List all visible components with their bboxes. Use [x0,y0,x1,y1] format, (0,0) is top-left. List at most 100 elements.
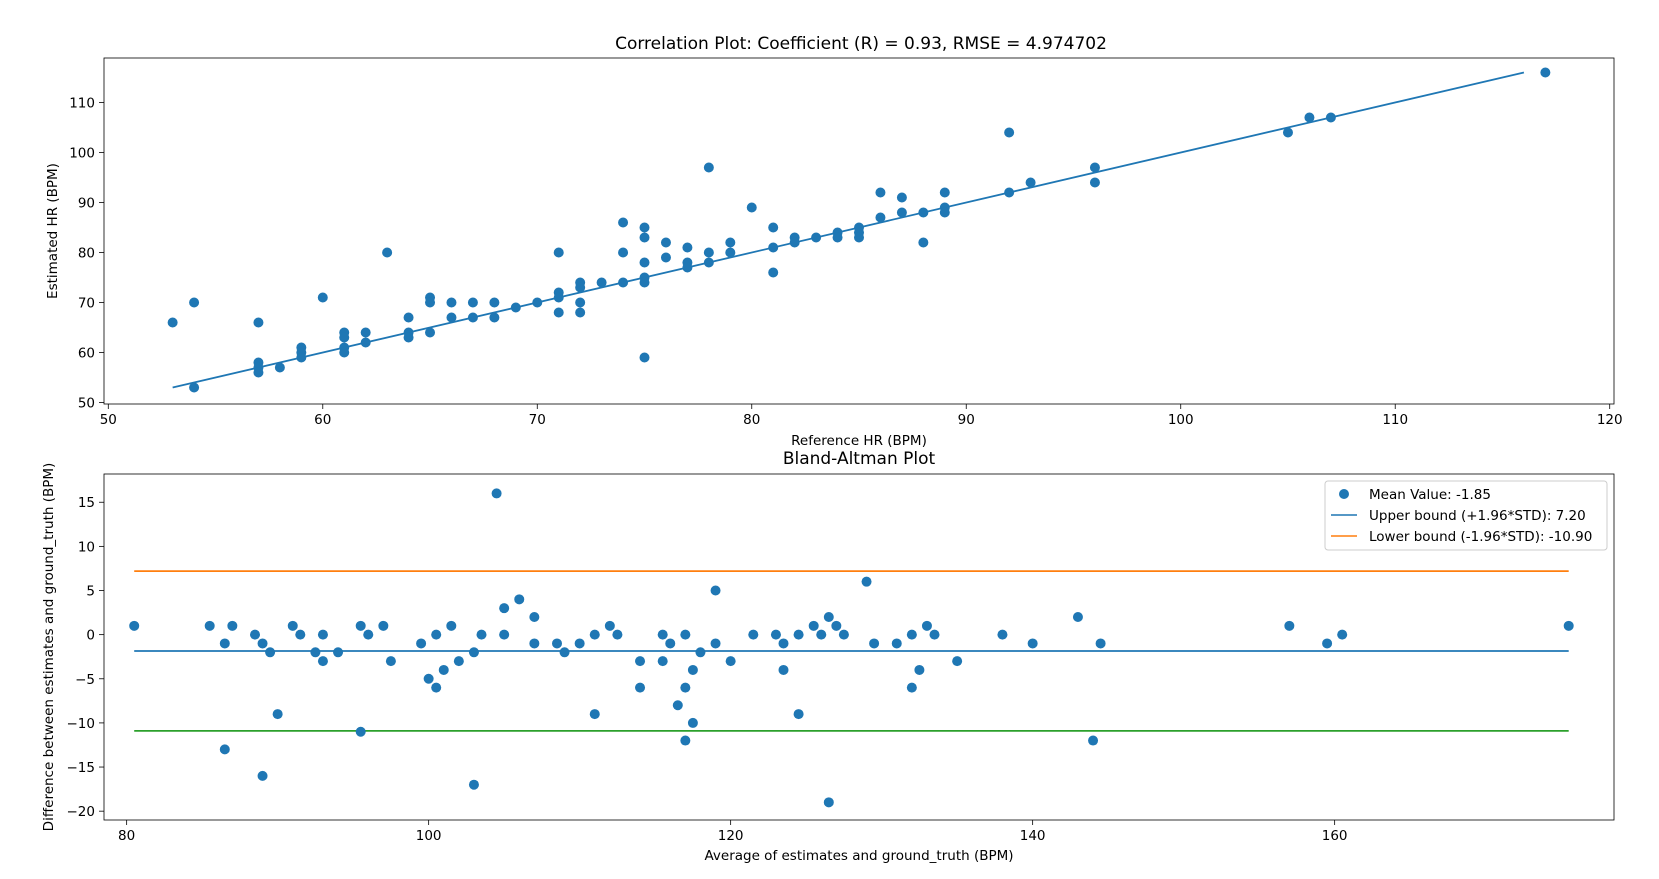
data-point [1282,127,1293,138]
data-point [635,682,646,693]
data-point [467,312,478,323]
data-point [811,232,822,243]
data-point [476,629,487,640]
y-tick-label: 90 [78,196,95,212]
data-point [921,620,932,631]
data-point [499,629,510,640]
data-point [687,664,698,675]
data-point [339,332,350,343]
data-point [310,647,321,658]
y-tick-label: −15 [67,760,96,776]
data-point [660,252,671,263]
data-point [360,337,371,348]
data-point [295,629,306,640]
data-point [589,629,600,640]
data-point [929,629,940,640]
data-point [317,292,328,303]
data-point [423,673,434,684]
data-point [363,629,374,640]
legend-box [1324,480,1608,551]
data-point [618,277,629,288]
data-point [446,297,457,308]
data-point [682,242,693,253]
data-point [918,237,929,248]
y-tick-label: 5 [86,584,95,600]
data-point [1563,620,1574,631]
data-point [575,297,586,308]
data-point [1284,620,1295,631]
data-point [891,638,902,649]
data-point [1304,112,1315,123]
data-point [219,744,230,755]
data-point [596,277,607,288]
data-point [250,629,260,640]
data-point [808,620,819,631]
bland-altman-plot-xlabel: Average of estimates and ground_truth (B… [704,848,1013,864]
data-point [1004,127,1015,138]
data-point [274,362,285,373]
data-point [189,297,200,308]
data-point [710,638,721,649]
data-point [703,247,714,258]
data-point [725,237,736,248]
y-tick-label: 100 [69,146,95,162]
y-tick-label: 60 [78,346,95,362]
data-point [703,162,714,173]
data-point [489,297,500,308]
data-point [167,317,178,328]
data-point [682,262,693,273]
data-point [939,187,950,198]
data-point [510,302,521,313]
data-point [253,367,264,378]
data-point [861,576,872,587]
data-point [219,638,230,649]
data-point [618,217,629,228]
data-point [339,347,350,358]
data-point [529,638,540,649]
x-tick-label: 50 [100,412,117,428]
data-point [1095,638,1106,649]
data-point [869,638,880,649]
data-point [660,237,671,248]
data-point [553,292,564,303]
data-point [1540,67,1551,78]
data-point [378,620,389,631]
y-tick-label: 10 [78,539,95,555]
data-point [553,307,564,318]
data-point [746,202,757,213]
data-point [854,232,864,243]
data-point [333,647,344,658]
data-point [489,312,500,323]
data-point [816,629,827,640]
y-tick-label: 80 [78,246,95,262]
data-point [680,735,691,746]
data-point [575,307,586,318]
data-point [1089,162,1100,173]
data-point [639,232,650,243]
data-point [918,207,929,218]
data-point [832,232,843,243]
data-point [823,611,834,622]
y-tick-label: 0 [86,628,95,644]
x-tick-label: 80 [118,828,135,844]
data-point [446,312,457,323]
data-point [425,327,436,338]
correlation-plot-ticks: 50 60 70 80 90 100 110 120 50 60 70 80 90 100 110 [69,96,1622,429]
data-point [431,629,442,640]
x-tick-label: 100 [416,828,442,844]
data-point [604,620,615,631]
data-point [770,629,781,640]
data-point [416,638,427,649]
x-tick-label: 120 [1597,412,1623,428]
data-point [725,656,736,667]
data-point [657,629,668,640]
y-tick-label: 70 [78,296,95,312]
correlation-plot-title: Correlation Plot: Coefficient (R) = 0.93… [615,34,1107,54]
data-point [403,332,414,343]
data-point [793,709,804,720]
bland-altman-plot-ylabel: Difference between estimates and ground_… [41,463,57,832]
data-point [639,222,650,233]
data-point [952,656,963,667]
data-point [1072,611,1083,622]
